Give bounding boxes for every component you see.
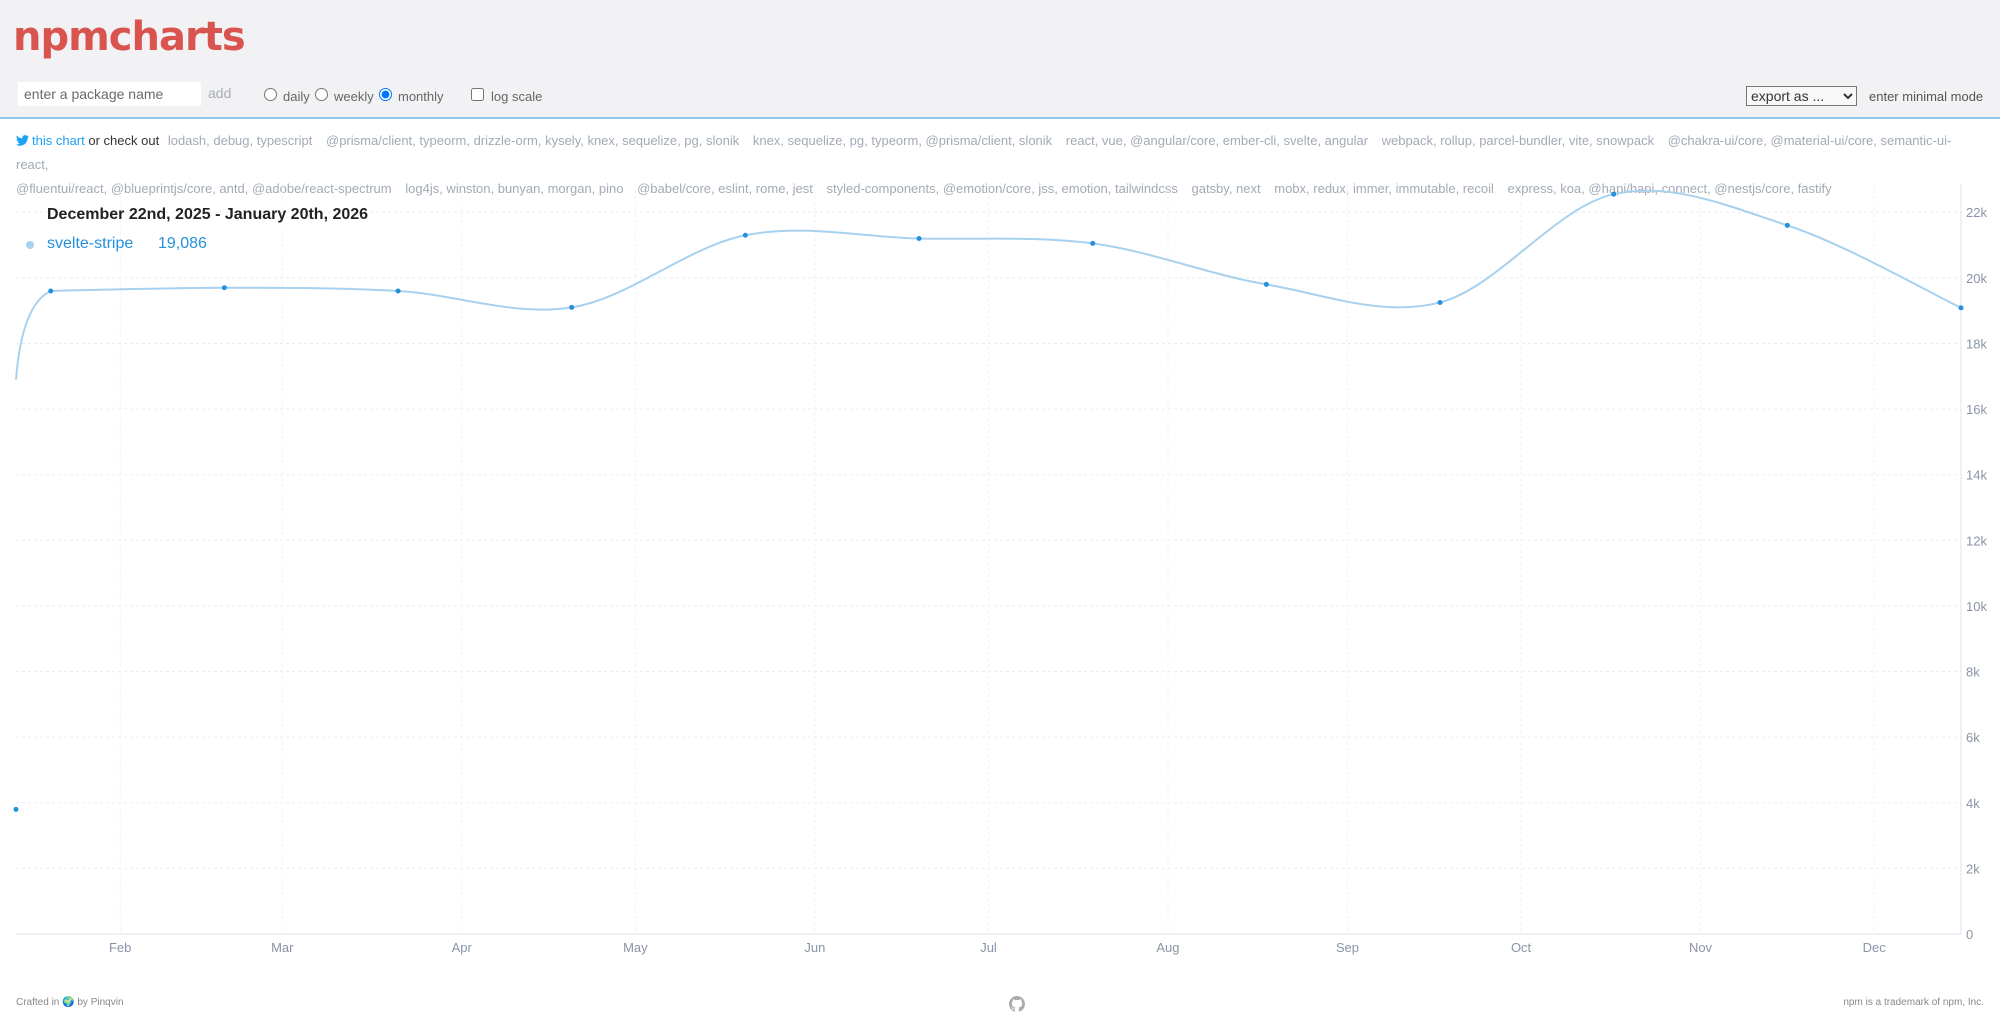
footer-author[interactable]: by Pinqvin: [77, 997, 124, 1008]
legend-series-dot: [26, 241, 34, 249]
x-tick-label: Oct: [1511, 940, 1532, 955]
x-tick-label: Jul: [980, 940, 997, 955]
x-tick-label: Aug: [1156, 940, 1179, 955]
suggestion-group[interactable]: react, vue, @angular/core, ember-cli, sv…: [1065, 133, 1369, 148]
x-tick-label: Apr: [452, 940, 473, 955]
y-tick-label: 18k: [1966, 336, 1987, 351]
y-tick-label: 22k: [1966, 205, 1987, 220]
series-point: [1611, 191, 1617, 197]
logo[interactable]: npmcharts: [13, 14, 246, 60]
suggestion-group[interactable]: mobx, redux, immer, immutable, recoil: [1274, 181, 1494, 196]
x-axis: Feb Mar Apr May Jun Jul Aug Sep Oct Nov Dec: [16, 933, 1961, 955]
y-tick-label: 20k: [1966, 271, 1987, 286]
footer-trademark: npm is a trademark of npm, Inc.: [1843, 997, 1984, 1008]
interval-monthly-label: monthly: [398, 89, 444, 104]
x-tick-label: Dec: [1863, 940, 1887, 955]
globe-icon: 🌍: [62, 997, 75, 1008]
legend-package-value: 19,086: [158, 235, 207, 252]
legend-package-name[interactable]: svelte-stripe: [47, 235, 134, 252]
x-tick-label: Feb: [109, 940, 131, 955]
github-icon[interactable]: [1009, 996, 1025, 1012]
interval-daily-radio[interactable]: [264, 88, 277, 101]
series-point: [742, 232, 748, 238]
suggestions-bar: this chart or check out lodash, debug, t…: [16, 129, 1986, 201]
x-tick-label: Jun: [804, 940, 825, 955]
interval-daily-label: daily: [283, 89, 310, 104]
suggestion-group[interactable]: @prisma/client, typeorm, drizzle-orm, ky…: [326, 133, 740, 148]
footer-credit: Crafted in 🌍 by Pinqvin: [16, 997, 124, 1008]
suggestion-group[interactable]: @babel/core, eslint, rome, jest: [637, 181, 813, 196]
y-tick-label: 12k: [1966, 533, 1987, 548]
package-search-input[interactable]: [18, 82, 201, 106]
suggestion-group[interactable]: @chakra-ui/core, @material-ui/core, sema…: [16, 133, 1952, 172]
y-axis: 0 2k 4k 6k 8k 10k 12k 14k 16k 18k 20k 22k: [1960, 184, 1987, 942]
series-point: [1958, 305, 1964, 311]
interval-monthly-radio[interactable]: [379, 88, 392, 101]
series-point: [13, 806, 19, 812]
chart-grid: [16, 184, 1961, 935]
legend-date-range: December 22nd, 2025 - January 20th, 2026: [47, 206, 369, 223]
header-bar: npmcharts add daily weekly monthly log s…: [0, 0, 2000, 119]
add-package-button[interactable]: add: [208, 85, 232, 101]
check-out-text: or check out: [88, 133, 160, 148]
x-tick-label: Sep: [1336, 940, 1359, 955]
tweet-chart-text: this chart: [32, 133, 85, 148]
series-point: [1090, 240, 1096, 246]
twitter-icon: [16, 135, 29, 146]
series-point: [1437, 299, 1443, 305]
y-tick-label: 6k: [1966, 730, 1980, 745]
suggestion-group[interactable]: styled-components, @emotion/core, jss, e…: [826, 181, 1178, 196]
x-tick-label: Mar: [271, 940, 294, 955]
footer-crafted-prefix: Crafted in: [16, 997, 60, 1008]
x-tick-label: Nov: [1689, 940, 1713, 955]
series-point: [916, 235, 922, 241]
suggestion-group[interactable]: knex, sequelize, pg, typeorm, @prisma/cl…: [752, 133, 1053, 148]
y-tick-label: 0: [1966, 927, 1973, 942]
y-tick-label: 2k: [1966, 861, 1980, 876]
log-scale-checkbox[interactable]: [471, 88, 484, 101]
series-points: [13, 191, 1964, 812]
suggestion-group[interactable]: gatsby, next: [1191, 181, 1261, 196]
tweet-chart-link[interactable]: this chart: [16, 133, 85, 148]
y-tick-label: 14k: [1966, 468, 1987, 483]
series-point: [569, 304, 575, 310]
y-tick-label: 10k: [1966, 599, 1987, 614]
x-tick-label: May: [623, 940, 648, 955]
suggestion-group[interactable]: webpack, rollup, parcel-bundler, vite, s…: [1381, 133, 1655, 148]
export-select[interactable]: export as ...: [1746, 86, 1857, 106]
interval-weekly-label: weekly: [334, 89, 374, 104]
series-point: [48, 288, 54, 294]
y-tick-label: 4k: [1966, 796, 1980, 811]
minimal-mode-toggle[interactable]: enter minimal mode: [1869, 89, 1984, 104]
y-tick-label: 16k: [1966, 402, 1987, 417]
series-point: [1263, 281, 1269, 287]
series-point: [395, 288, 401, 294]
interval-weekly-radio[interactable]: [315, 88, 328, 101]
y-tick-label: 8k: [1966, 665, 1980, 680]
suggestion-group[interactable]: log4js, winston, bunyan, morgan, pino: [405, 181, 624, 196]
series-point: [1784, 222, 1790, 228]
suggestion-group[interactable]: lodash, debug, typescript: [167, 133, 313, 148]
log-scale-label: log scale: [491, 89, 543, 104]
suggestion-group[interactable]: @fluentui/react, @blueprintjs/core, antd…: [16, 181, 392, 196]
suggestion-group[interactable]: express, koa, @hapi/hapi, connect, @nest…: [1507, 181, 1832, 196]
series-point: [221, 285, 227, 291]
downloads-chart[interactable]: 0 2k 4k 6k 8k 10k 12k 14k 16k 18k 20k 22k Feb Mar Apr…: [0, 0, 2000, 980]
